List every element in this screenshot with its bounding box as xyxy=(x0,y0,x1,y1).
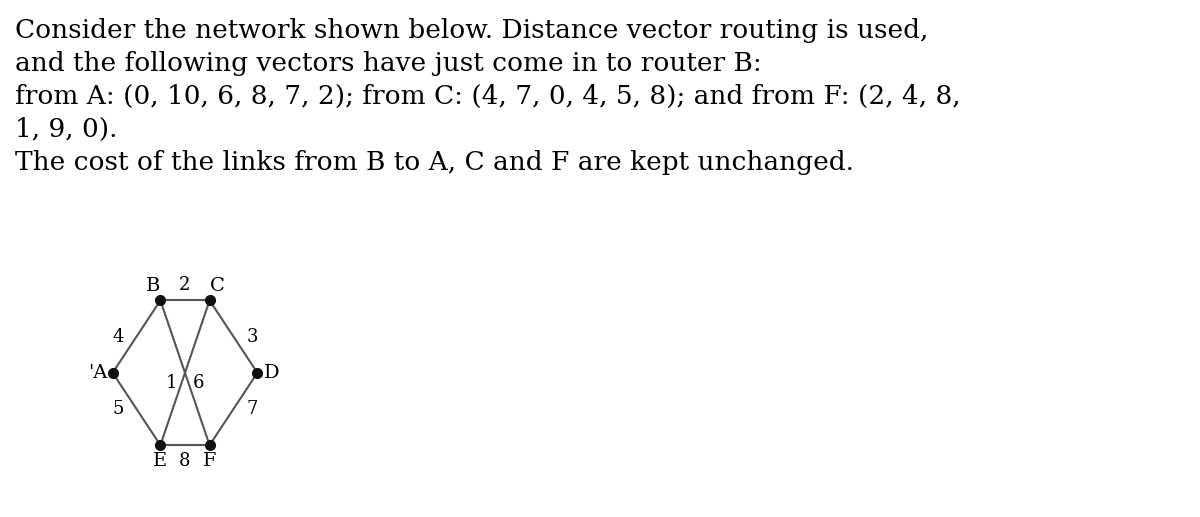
Text: C: C xyxy=(210,277,224,295)
Text: from A: (0, 10, 6, 8, 7, 2); from C: (4, 7, 0, 4, 5, 8); and from F: (2, 4, 8,: from A: (0, 10, 6, 8, 7, 2); from C: (4,… xyxy=(14,84,961,109)
Text: Consider the network shown below. Distance vector routing is used,: Consider the network shown below. Distan… xyxy=(14,18,929,43)
Text: F: F xyxy=(203,452,216,470)
Text: 'A: 'A xyxy=(89,364,108,382)
Text: E: E xyxy=(154,452,168,470)
Text: and the following vectors have just come in to router B:: and the following vectors have just come… xyxy=(14,51,762,76)
Text: 1: 1 xyxy=(167,374,178,392)
Text: 3: 3 xyxy=(246,328,258,345)
Text: 2: 2 xyxy=(179,276,191,294)
Text: 7: 7 xyxy=(247,400,258,418)
Text: The cost of the links from B to A, C and F are kept unchanged.: The cost of the links from B to A, C and… xyxy=(14,150,854,175)
Text: 1, 9, 0).: 1, 9, 0). xyxy=(14,117,118,142)
Text: 5: 5 xyxy=(112,400,124,418)
Text: 6: 6 xyxy=(192,374,204,392)
Text: 8: 8 xyxy=(179,452,191,470)
Text: 4: 4 xyxy=(112,328,124,345)
Text: B: B xyxy=(146,277,161,295)
Text: D: D xyxy=(264,364,280,382)
